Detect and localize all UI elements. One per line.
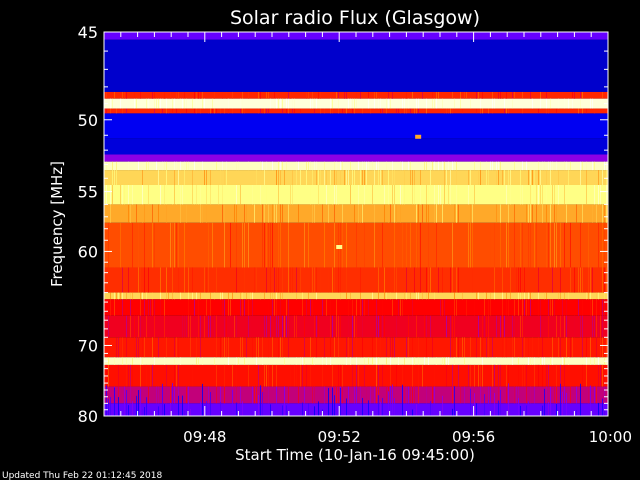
spectrogram-noise [104, 91, 607, 416]
burst-event-1 [415, 134, 422, 139]
frequency-band-5 [104, 113, 608, 139]
frequency-band-8 [104, 161, 608, 171]
y-axis: 45 50 55 60 70 80 [78, 23, 608, 426]
frequency-band-11 [104, 204, 608, 223]
y-axis-label: Frequency [MHz] [48, 161, 66, 287]
x-tick-label: 09:52 [318, 428, 361, 446]
x-tick-label: 10:00 [589, 428, 632, 446]
burst-event-0 [336, 245, 343, 250]
y-tick-label: 50 [78, 111, 98, 130]
frequency-band-10 [104, 184, 608, 205]
frequency-band-9 [104, 170, 608, 185]
heatmap-area [103, 31, 609, 417]
x-axis-label: Start Time (10-Jan-16 09:45:00) [235, 446, 475, 464]
updated-timestamp: Updated Thu Feb 22 01:12:45 2018 [2, 471, 163, 480]
x-tick-label: 09:48 [183, 428, 226, 446]
x-axis: 09:48 09:52 09:56 10:00 [103, 32, 632, 446]
y-tick-label: 80 [78, 407, 98, 426]
chart-title: Solar radio Flux (Glasgow) [230, 7, 480, 29]
frequency-band-4 [104, 108, 608, 114]
frequency-band-7 [104, 154, 608, 162]
y-tick-label: 55 [78, 183, 98, 202]
frequency-band-13 [104, 267, 608, 293]
y-tick-label: 60 [78, 242, 98, 261]
y-tick-label: 45 [78, 23, 98, 42]
frequency-band-21 [104, 403, 608, 416]
frequency-band-14 [104, 292, 608, 300]
x-tick-label: 09:56 [452, 428, 495, 446]
frequency-band-6 [104, 138, 608, 155]
frequency-band-1 [104, 39, 608, 92]
y-tick-label: 70 [78, 336, 98, 355]
